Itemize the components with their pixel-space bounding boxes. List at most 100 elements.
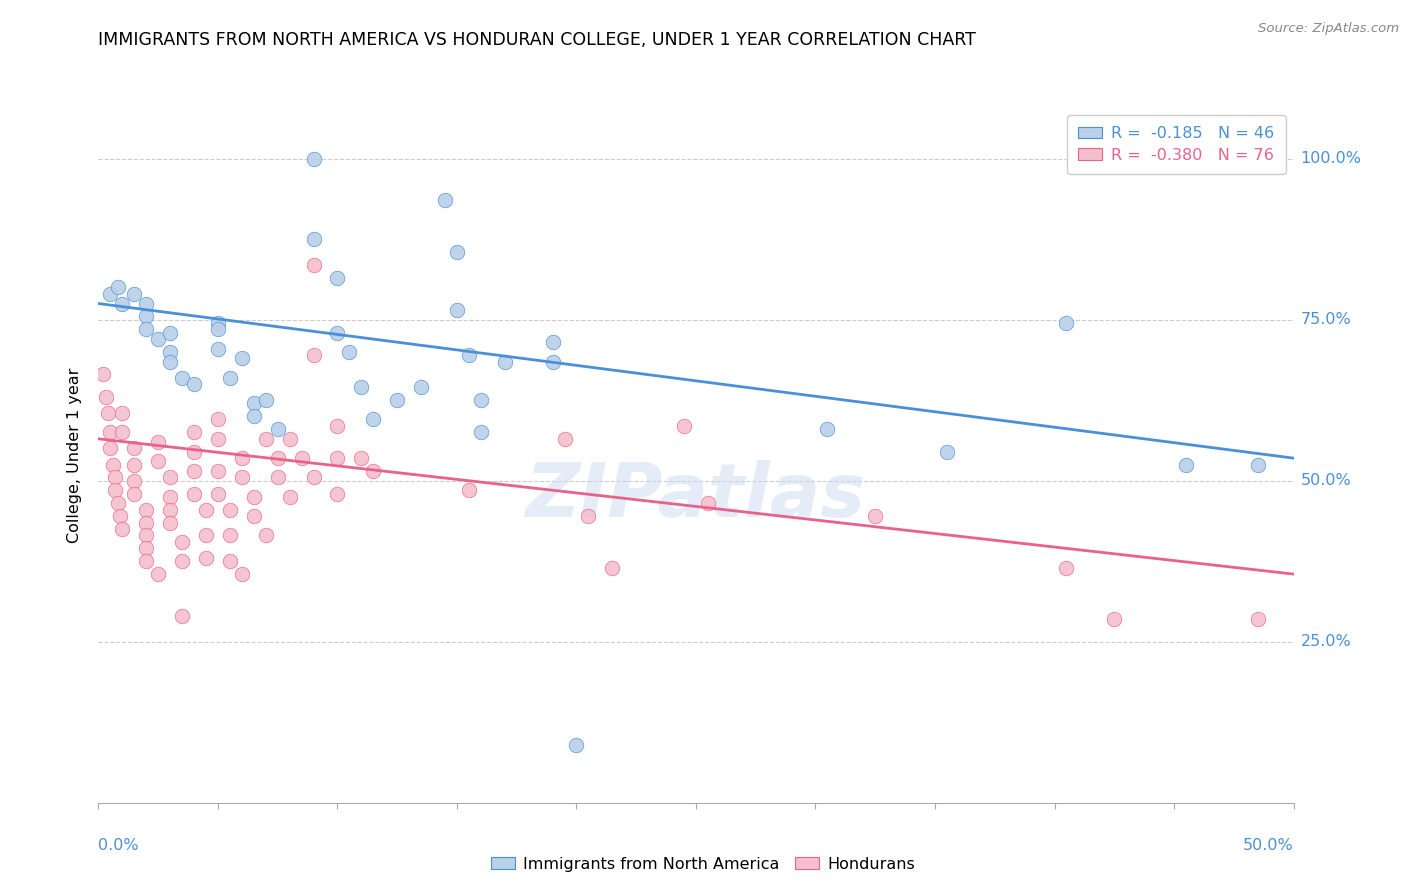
Text: 25.0%: 25.0% — [1301, 634, 1351, 649]
Point — [470, 425, 492, 440]
Point — [135, 541, 157, 556]
Point — [1246, 612, 1268, 626]
Point — [326, 451, 349, 466]
Text: 50.0%: 50.0% — [1301, 473, 1351, 488]
Point — [135, 554, 157, 568]
Point — [554, 432, 576, 446]
Point — [111, 522, 134, 536]
Point — [219, 554, 242, 568]
Point — [1054, 560, 1078, 574]
Text: IMMIGRANTS FROM NORTH AMERICA VS HONDURAN COLLEGE, UNDER 1 YEAR CORRELATION CHAR: IMMIGRANTS FROM NORTH AMERICA VS HONDURA… — [98, 31, 976, 49]
Point — [494, 354, 516, 368]
Point — [135, 502, 157, 516]
Text: 100.0%: 100.0% — [1301, 151, 1361, 166]
Point — [385, 393, 409, 408]
Point — [135, 310, 157, 324]
Point — [91, 368, 114, 382]
Point — [576, 509, 599, 524]
Point — [815, 422, 838, 436]
Point — [207, 432, 229, 446]
Point — [278, 490, 301, 504]
Point — [363, 464, 385, 478]
Point — [207, 342, 229, 356]
Legend: R =  -0.185   N = 46, R =  -0.380   N = 76: R = -0.185 N = 46, R = -0.380 N = 76 — [1067, 115, 1285, 174]
Point — [267, 451, 290, 466]
Point — [108, 509, 131, 524]
Point — [159, 326, 181, 340]
Point — [267, 422, 290, 436]
Point — [219, 370, 242, 384]
Point — [148, 454, 170, 468]
Point — [446, 244, 468, 259]
Point — [243, 509, 266, 524]
Point — [935, 444, 957, 458]
Point — [135, 296, 157, 310]
Point — [326, 486, 349, 500]
Point — [302, 258, 325, 272]
Point — [104, 483, 127, 498]
Point — [135, 528, 157, 542]
Point — [124, 458, 146, 472]
Point — [254, 432, 277, 446]
Point — [183, 486, 205, 500]
Point — [194, 502, 217, 516]
Point — [98, 442, 122, 456]
Point — [124, 474, 146, 488]
Point — [148, 435, 170, 450]
Point — [124, 442, 146, 456]
Point — [254, 393, 277, 408]
Point — [207, 322, 229, 336]
Point — [231, 451, 253, 466]
Point — [302, 232, 325, 246]
Point — [600, 560, 623, 574]
Point — [124, 486, 146, 500]
Point — [159, 354, 181, 368]
Point — [94, 390, 117, 404]
Point — [194, 528, 217, 542]
Point — [207, 412, 229, 426]
Point — [111, 406, 134, 420]
Point — [183, 425, 205, 440]
Point — [111, 425, 134, 440]
Point — [148, 332, 170, 346]
Point — [243, 490, 266, 504]
Point — [326, 270, 349, 285]
Point — [207, 486, 229, 500]
Point — [278, 432, 301, 446]
Point — [326, 326, 349, 340]
Point — [863, 509, 886, 524]
Point — [111, 296, 134, 310]
Point — [107, 280, 129, 294]
Point — [470, 393, 492, 408]
Point — [172, 609, 194, 624]
Point — [302, 470, 325, 484]
Point — [104, 470, 127, 484]
Point — [183, 464, 205, 478]
Text: 75.0%: 75.0% — [1301, 312, 1351, 327]
Point — [302, 348, 325, 362]
Point — [231, 470, 253, 484]
Point — [254, 528, 277, 542]
Point — [107, 496, 129, 510]
Point — [458, 483, 481, 498]
Point — [207, 464, 229, 478]
Point — [98, 425, 122, 440]
Point — [290, 451, 312, 466]
Point — [458, 348, 481, 362]
Point — [159, 502, 181, 516]
Point — [172, 534, 194, 549]
Point — [350, 380, 373, 394]
Point — [172, 370, 194, 384]
Point — [433, 194, 456, 208]
Y-axis label: College, Under 1 year: College, Under 1 year — [67, 368, 83, 542]
Point — [673, 419, 696, 434]
Point — [541, 354, 564, 368]
Point — [363, 412, 385, 426]
Point — [231, 567, 253, 582]
Point — [243, 409, 266, 424]
Point — [183, 377, 205, 392]
Legend: Immigrants from North America, Hondurans: Immigrants from North America, Hondurans — [484, 848, 922, 880]
Text: 0.0%: 0.0% — [98, 838, 139, 854]
Point — [1102, 612, 1125, 626]
Point — [219, 502, 242, 516]
